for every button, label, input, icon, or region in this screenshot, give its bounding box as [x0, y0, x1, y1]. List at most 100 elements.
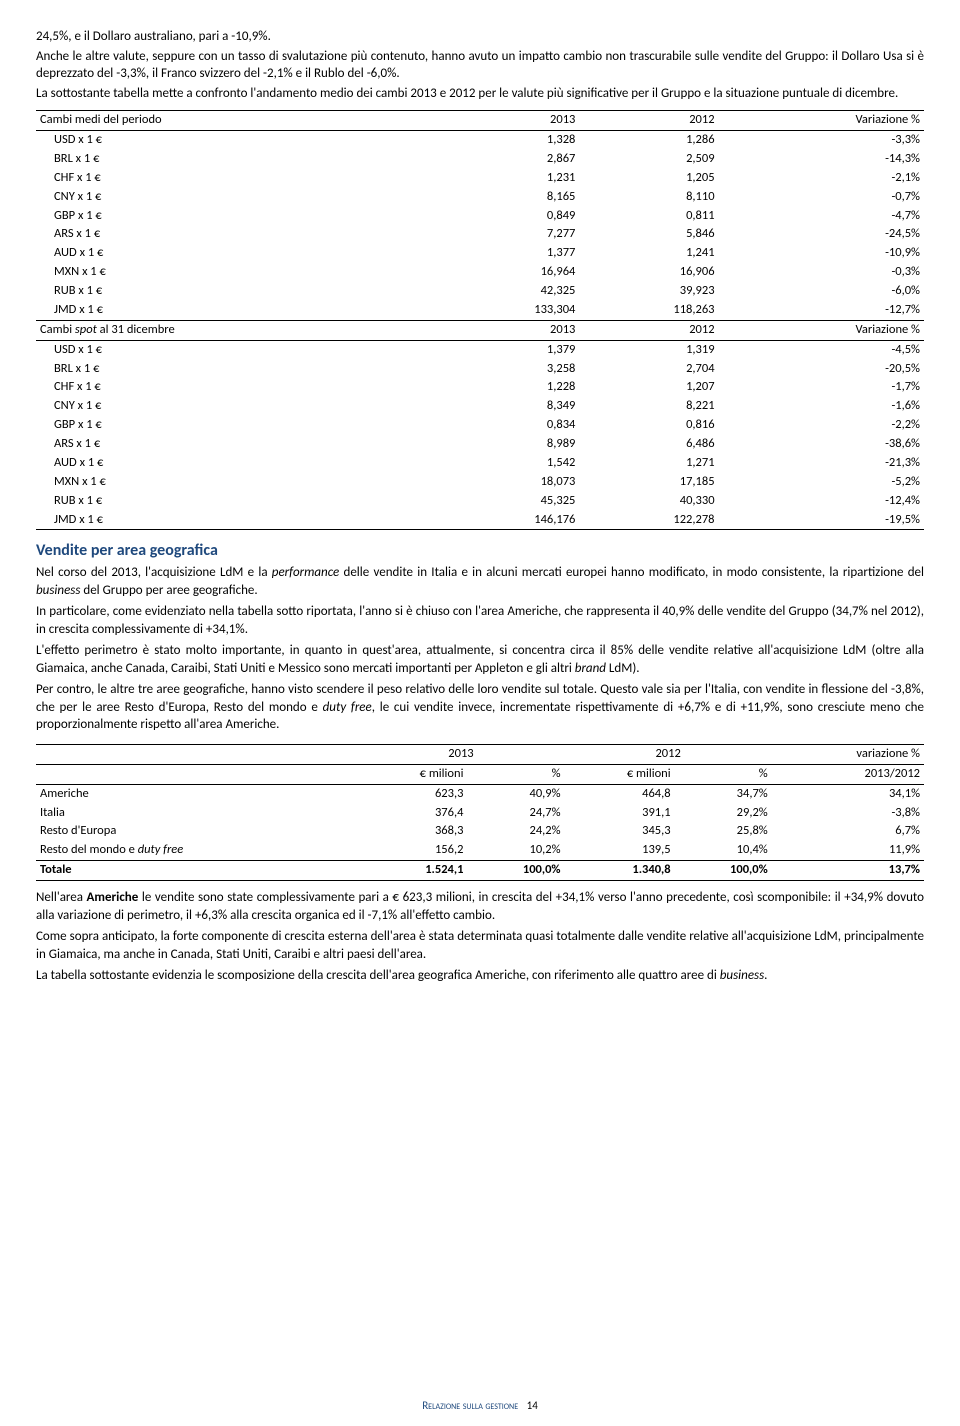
table-row: JMD x 1 €: [36, 301, 440, 320]
table-row: Resto del mondo e duty free: [36, 841, 357, 860]
table-cell: -3,3%: [719, 131, 924, 150]
table-cell: -24,5%: [719, 225, 924, 244]
table-cell: 10,4%: [675, 841, 772, 860]
table-cell: -5,2%: [719, 473, 924, 492]
table-cell: 1,542: [440, 454, 579, 473]
table-row: CHF x 1 €: [36, 378, 440, 397]
table-cell: 39,923: [579, 282, 718, 301]
table-cell: 156,2: [357, 841, 467, 860]
section-p3: L'effetto perimetro è stato molto import…: [36, 642, 924, 677]
table-cell: 24,2%: [467, 822, 564, 841]
table-cell: 6,7%: [772, 822, 924, 841]
table-cell: 11,9%: [772, 841, 924, 860]
intro-p2: Anche le altre valute, seppure con un ta…: [36, 48, 924, 83]
table-cell: 25,8%: [675, 822, 772, 841]
t2-h2-c2: %: [467, 764, 564, 784]
table-cell: 1,377: [440, 244, 579, 263]
table-cell: 16,964: [440, 263, 579, 282]
table-row: MXN x 1 €: [36, 473, 440, 492]
closing-p2: Come sopra anticipato, la forte componen…: [36, 928, 924, 963]
t1-h2-c2: 2012: [579, 320, 718, 340]
table-cell: 0,811: [579, 207, 718, 226]
table-cell: 34,7%: [675, 784, 772, 803]
table-cell: -0,3%: [719, 263, 924, 282]
table-cell: -1,6%: [719, 397, 924, 416]
t2-total-c1: 1.524,1: [357, 861, 467, 881]
table-cell: 17,185: [579, 473, 718, 492]
table-cell: 5,846: [579, 225, 718, 244]
t2-total-c5: 13,7%: [772, 861, 924, 881]
table-cell: 1,271: [579, 454, 718, 473]
table-cell: 133,304: [440, 301, 579, 320]
table-cell: 368,3: [357, 822, 467, 841]
table-cell: 8,349: [440, 397, 579, 416]
t1-h-c1: 2013: [440, 111, 579, 131]
intro-p1: 24,5%, e il Dollaro australiano, pari a …: [36, 28, 924, 46]
page-footer: Relazione sulla gestione 14: [0, 1399, 960, 1414]
footer-text: Relazione sulla gestione: [422, 1399, 518, 1412]
table-cell: 1,328: [440, 131, 579, 150]
table-row: GBP x 1 €: [36, 207, 440, 226]
table-row: Resto d'Europa: [36, 822, 357, 841]
table-cell: 10,2%: [467, 841, 564, 860]
table-row: Americhe: [36, 784, 357, 803]
section-p1: Nel corso del 2013, l'acquisizione LdM e…: [36, 564, 924, 599]
section-p4: Per contro, le altre tre aree geografich…: [36, 681, 924, 734]
table-cell: -14,3%: [719, 150, 924, 169]
table-cell: 40,9%: [467, 784, 564, 803]
intro-p3: La sottostante tabella mette a confronto…: [36, 85, 924, 103]
table-cell: -1,7%: [719, 378, 924, 397]
table-cell: 376,4: [357, 804, 467, 823]
table-cell: 345,3: [565, 822, 675, 841]
table-cell: 42,325: [440, 282, 579, 301]
table-cell: -4,5%: [719, 340, 924, 359]
table-cell: 40,330: [579, 492, 718, 511]
table-cell: -12,7%: [719, 301, 924, 320]
closing-p3: La tabella sottostante evidenzia le scom…: [36, 967, 924, 985]
table-cell: 1,231: [440, 169, 579, 188]
table-cell: -2,1%: [719, 169, 924, 188]
table-cell: 139,5: [565, 841, 675, 860]
t1-h2-c1: 2013: [440, 320, 579, 340]
table-cell: 0,834: [440, 416, 579, 435]
table-cell: 6,486: [579, 435, 718, 454]
footer-page: 14: [527, 1399, 538, 1412]
table-cell: 2,704: [579, 360, 718, 379]
table-row: ARS x 1 €: [36, 435, 440, 454]
table-row: ARS x 1 €: [36, 225, 440, 244]
table-row: BRL x 1 €: [36, 360, 440, 379]
table-cell: -6,0%: [719, 282, 924, 301]
table-cell: 8,165: [440, 188, 579, 207]
table-row: CNY x 1 €: [36, 397, 440, 416]
t2-h1-2013: 2013: [357, 744, 564, 764]
t2-h2-c3: € milioni: [565, 764, 675, 784]
table-cell: 8,989: [440, 435, 579, 454]
table-row: JMD x 1 €: [36, 511, 440, 530]
t2-h2-c5: 2013/2012: [772, 764, 924, 784]
table-cell: 623,3: [357, 784, 467, 803]
table-row: AUD x 1 €: [36, 454, 440, 473]
closing-p1: Nell'area Americhe le vendite sono state…: [36, 889, 924, 924]
table-cell: 391,1: [565, 804, 675, 823]
table-row: GBP x 1 €: [36, 416, 440, 435]
table-row: Italia: [36, 804, 357, 823]
t2-h2-c4: %: [675, 764, 772, 784]
table-cell: 2,509: [579, 150, 718, 169]
table-cell: 1,286: [579, 131, 718, 150]
table-cell: 34,1%: [772, 784, 924, 803]
table-cell: -38,6%: [719, 435, 924, 454]
t1-h-c2: 2012: [579, 111, 718, 131]
table-cell: -21,3%: [719, 454, 924, 473]
t2-h1-blank: [36, 744, 357, 764]
t2-total-c2: 100,0%: [467, 861, 564, 881]
table-row: RUB x 1 €: [36, 282, 440, 301]
t1-h2-c0: Cambi spot al 31 dicembre: [36, 320, 440, 340]
table-cell: 146,176: [440, 511, 579, 530]
table-cell: 8,110: [579, 188, 718, 207]
table-row: USD x 1 €: [36, 340, 440, 359]
table-cell: 8,221: [579, 397, 718, 416]
table-cell: -3,8%: [772, 804, 924, 823]
table-row: USD x 1 €: [36, 131, 440, 150]
table-cell: 1,319: [579, 340, 718, 359]
table-cell: -19,5%: [719, 511, 924, 530]
